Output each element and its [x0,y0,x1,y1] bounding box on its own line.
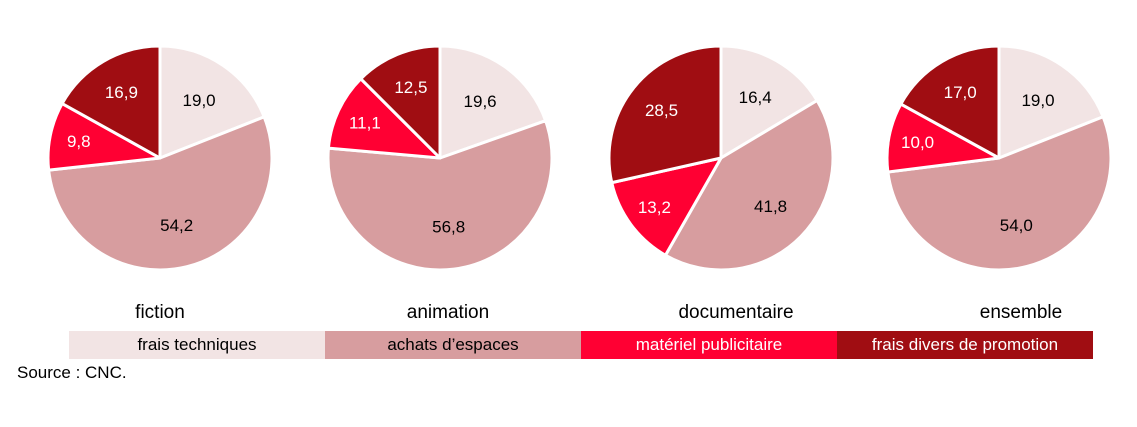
pie-slice-frais-techniques [997,44,1105,160]
pie-fiction: 19,0 54,2 9,8 16,9 [46,44,274,272]
data-label-frais-divers: 28,5 [645,101,678,120]
pie-slice-frais-divers [899,44,1001,160]
legend-label: achats d’espaces [387,335,519,354]
data-label-materiel-publicitaire: 9,8 [67,132,91,151]
legend-item-materiel-publicitaire: matériel publicitaire [581,331,837,359]
pie-slice-frais-divers [60,44,162,160]
pie-title-animation: animation [406,302,490,323]
data-label-frais-divers: 12,5 [394,78,427,97]
legend: frais techniques achats d’espaces matéri… [69,331,1093,359]
legend-label: matériel publicitaire [635,335,783,354]
data-label-frais-techniques: 16,4 [739,88,772,107]
pie-slice-frais-divers [359,44,442,160]
source-note: Source : CNC. [17,363,127,382]
data-label-achats-espaces: 54,0 [1000,216,1033,235]
pie-animation: 19,6 56,8 11,1 12,5 [326,44,554,272]
legend-label: frais divers de promotion [871,335,1059,354]
data-label-achats-espaces: 41,8 [754,197,787,216]
data-label-frais-techniques: 19,0 [183,91,216,110]
data-label-achats-espaces: 56,8 [432,217,465,236]
pie-slice-achats-espaces [47,115,274,272]
pie-charts: 19,054,29,816,9 19,656,811,112,516,441,81… [46,44,1113,272]
data-label-frais-techniques: 19,6 [464,92,497,111]
data-label-frais-divers: 17,0 [944,83,977,102]
legend-item-frais-techniques: frais techniques [69,331,325,359]
pie-slice-materiel-publicitaire [610,156,723,257]
data-label-achats-espaces: 54,2 [160,216,193,235]
pie-slice-achats-espaces [326,119,554,272]
pie-documentaire: 16,4 41,8 13,2 28,5 [607,44,835,272]
data-label-frais-divers: 16,9 [105,83,138,102]
data-label-frais-techniques: 19,0 [1021,91,1054,110]
data-label-materiel-publicitaire: 11,1 [349,113,381,132]
legend-item-achats-espaces: achats d’espaces [325,331,581,359]
data-label-materiel-publicitaire: 10,0 [901,133,934,152]
pie-slice-achats-espaces [886,115,1113,272]
pie-title-documentaire: documentaire [678,302,794,323]
legend-label: frais techniques [137,335,257,354]
pie-slice-frais-divers [607,44,723,185]
pie-title-ensemble: ensemble [979,302,1063,323]
pie-slice-frais-techniques [719,44,819,160]
legend-item-frais-divers: frais divers de promotion [837,331,1093,359]
data-label-materiel-publicitaire: 13,2 [638,198,671,217]
pie-title-fiction: fiction [135,302,185,323]
pie-slice-materiel-publicitaire [326,77,442,160]
pie-ensemble: 19,0 54,0 10,0 17,0 [885,44,1113,272]
pie-slice-frais-techniques [158,44,266,160]
pie-slice-achats-espaces [663,98,835,272]
